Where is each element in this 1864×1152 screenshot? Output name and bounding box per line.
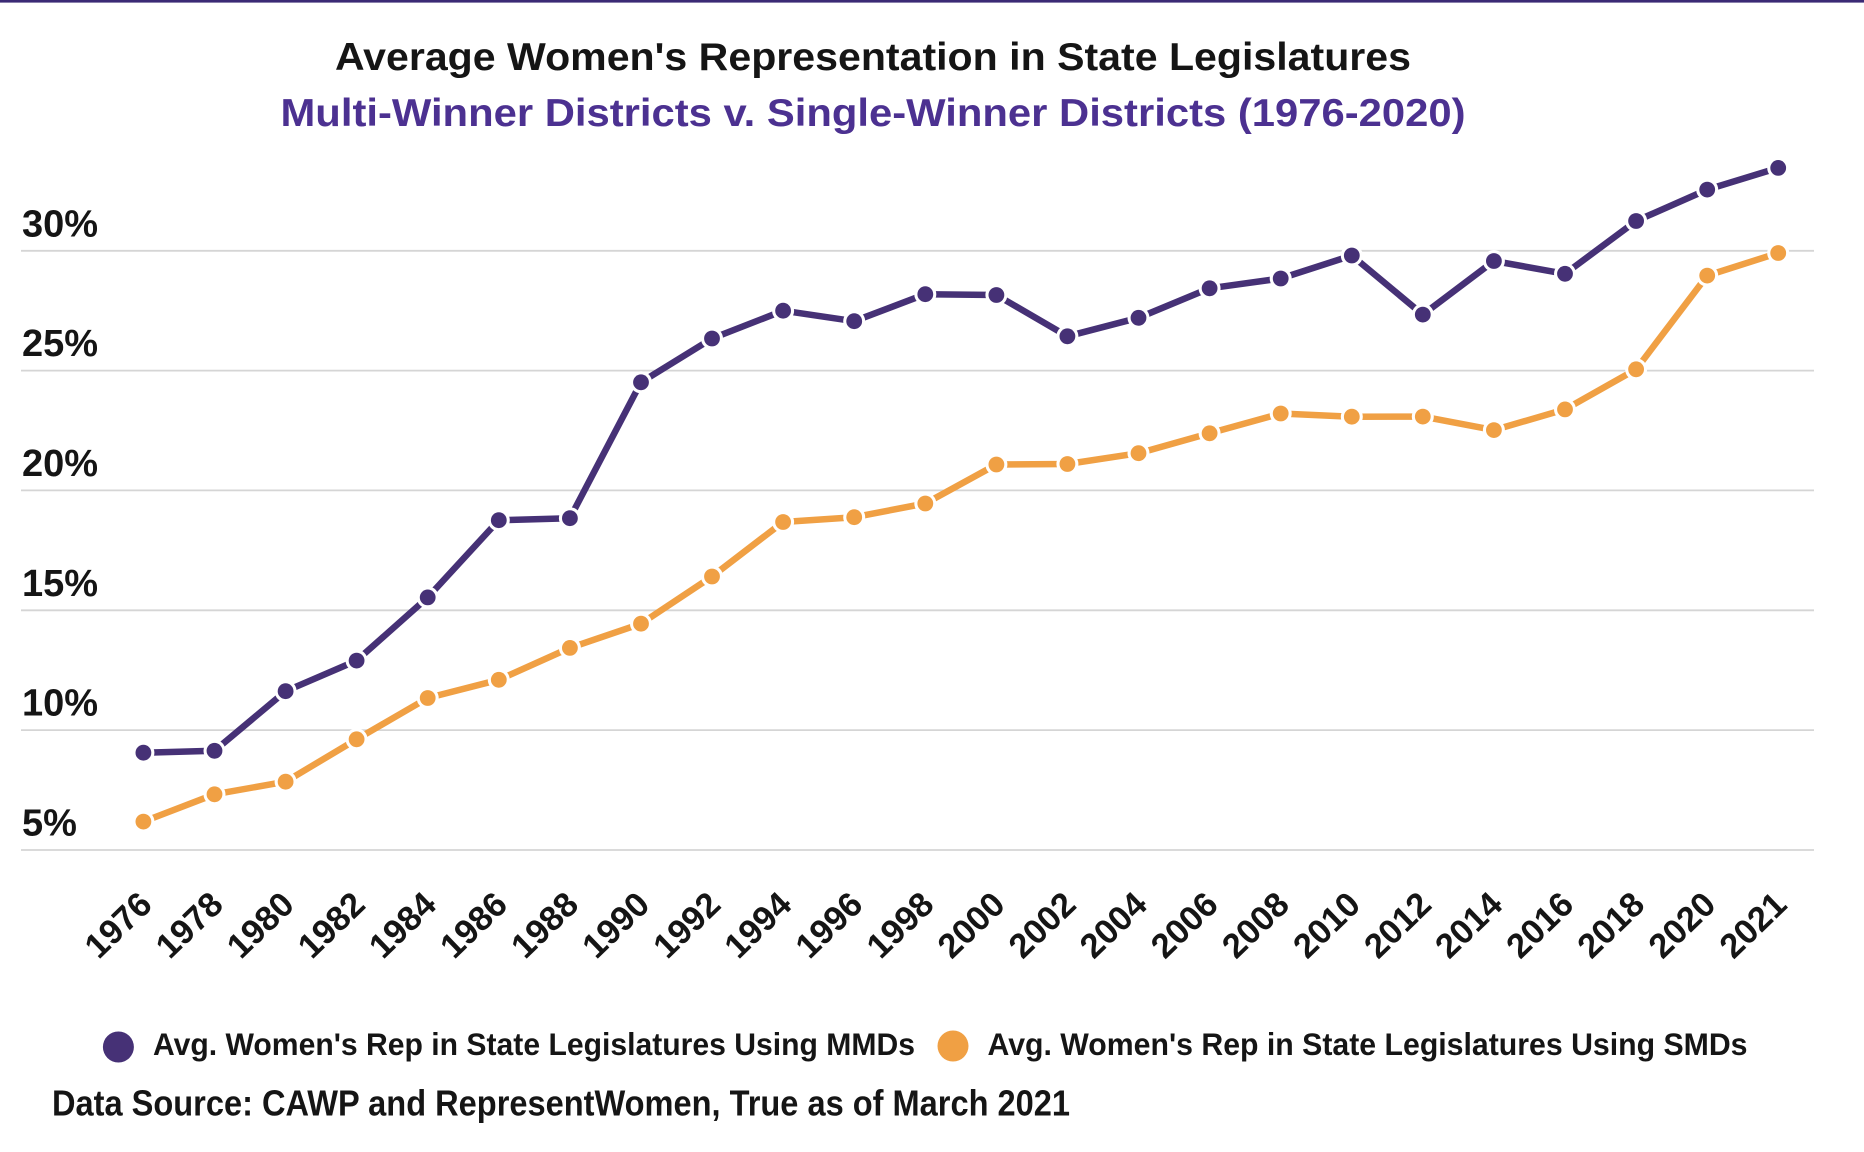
svg-text:5%: 5% (22, 803, 77, 845)
svg-text:2016: 2016 (1499, 885, 1581, 966)
svg-text:1980: 1980 (220, 885, 302, 966)
svg-text:Data Source: CAWP and Represen: Data Source: CAWP and RepresentWomen, Tr… (52, 1083, 1070, 1124)
svg-text:1996: 1996 (789, 885, 871, 966)
svg-text:10%: 10% (22, 683, 98, 725)
svg-text:2002: 2002 (1002, 885, 1084, 966)
svg-text:1986: 1986 (433, 885, 515, 966)
svg-text:30%: 30% (22, 203, 98, 245)
svg-text:2021: 2021 (1713, 885, 1795, 966)
svg-text:1992: 1992 (646, 885, 728, 966)
svg-text:2012: 2012 (1357, 885, 1439, 966)
svg-text:Multi-Winner Districts v. Sing: Multi-Winner Districts v. Single-Winner … (281, 92, 1466, 135)
svg-text:Avg. Women's Rep in State Legi: Avg. Women's Rep in State Legislatures U… (988, 1026, 1748, 1062)
svg-text:2000: 2000 (931, 885, 1013, 966)
svg-text:1988: 1988 (504, 885, 586, 966)
svg-text:2020: 2020 (1642, 885, 1724, 966)
svg-text:1976: 1976 (78, 885, 160, 966)
svg-text:Average Women's Representation: Average Women's Representation in State … (335, 36, 1411, 79)
svg-text:1982: 1982 (291, 885, 373, 966)
svg-text:25%: 25% (22, 323, 98, 365)
svg-text:1978: 1978 (149, 885, 231, 966)
svg-text:2018: 2018 (1571, 885, 1653, 966)
svg-text:Avg. Women's Rep in State Legi: Avg. Women's Rep in State Legislatures U… (153, 1026, 915, 1062)
svg-text:2006: 2006 (1144, 885, 1226, 966)
svg-text:1998: 1998 (860, 885, 942, 966)
svg-text:1990: 1990 (575, 885, 657, 966)
svg-text:2008: 2008 (1215, 885, 1297, 966)
svg-text:2010: 2010 (1286, 885, 1368, 966)
svg-text:2004: 2004 (1073, 885, 1155, 966)
svg-text:2014: 2014 (1428, 885, 1510, 966)
svg-text:1984: 1984 (362, 885, 444, 966)
svg-text:15%: 15% (22, 563, 98, 605)
svg-text:1994: 1994 (718, 885, 800, 966)
svg-text:20%: 20% (22, 443, 98, 485)
